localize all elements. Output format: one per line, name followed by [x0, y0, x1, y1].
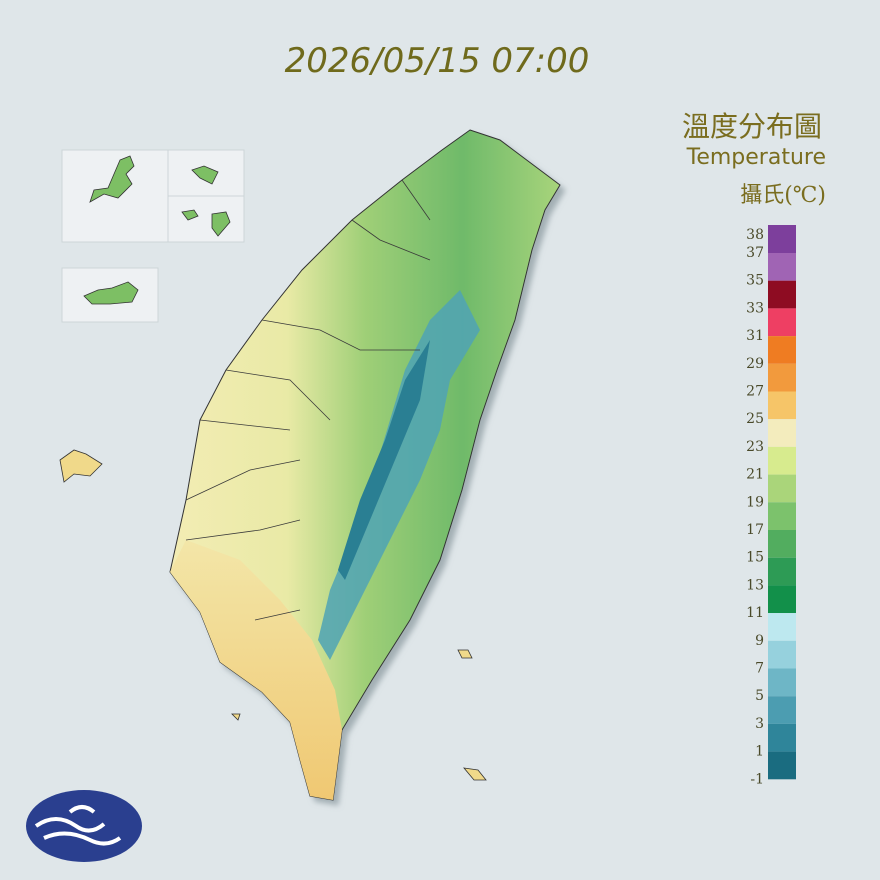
- legend-swatch: [768, 502, 796, 530]
- legend-swatch: [768, 696, 796, 724]
- legend-swatch: [768, 668, 796, 697]
- legend-tick-label: 15: [746, 550, 764, 566]
- legend-tick-label: 38: [746, 227, 764, 243]
- legend-tick-label: 1: [755, 744, 764, 760]
- legend-tick-label: 21: [746, 467, 764, 483]
- legend-swatch: [768, 585, 796, 614]
- legend-swatch: [768, 751, 796, 780]
- legend-swatch: [768, 308, 796, 337]
- taiwan: [169, 129, 561, 801]
- legend-swatch: [768, 640, 796, 669]
- legend-tick-label: 13: [746, 577, 764, 593]
- legend-tick-label: 23: [746, 439, 764, 455]
- legend-swatch: [768, 557, 796, 586]
- legend-tick-label: 31: [746, 328, 764, 344]
- legend-tick-label: 33: [746, 300, 764, 316]
- legend-swatch: [768, 474, 796, 503]
- legend-tick-label: 3: [755, 716, 764, 732]
- timestamp: 2026/05/15 07:00: [285, 41, 590, 81]
- legend-swatch: [768, 391, 796, 420]
- legend-swatch: [768, 225, 796, 253]
- legend-title: 溫度分布圖: [682, 110, 822, 143]
- legend-swatch: [768, 336, 796, 364]
- legend-tick-label: 9: [755, 633, 764, 649]
- logo: [26, 790, 142, 862]
- legend-tick-label: 25: [746, 411, 764, 427]
- legend-swatch: [768, 419, 796, 447]
- legend-unit: 攝氏(℃): [740, 183, 826, 208]
- legend-tick-label: 11: [746, 605, 764, 621]
- legend-tick-label: 35: [746, 273, 764, 289]
- legend-tick-label: 27: [746, 384, 764, 400]
- legend-tick-label: 19: [746, 494, 764, 510]
- legend-subtitle: Temperature: [686, 145, 826, 170]
- legend-tick-label: 7: [755, 661, 764, 677]
- legend-swatch: [768, 253, 796, 281]
- legend-swatch: [768, 363, 796, 392]
- legend-swatch: [768, 613, 796, 641]
- island-insets: [59, 149, 487, 781]
- legend-swatch: [768, 446, 796, 475]
- legend-tick-label: 37: [746, 245, 764, 261]
- legend-tick-label: -1: [750, 771, 764, 787]
- legend-swatch: [768, 530, 796, 558]
- legend-tick-label: 29: [746, 356, 764, 372]
- legend-tick-label: 17: [746, 522, 764, 538]
- legend-swatch: [768, 280, 796, 309]
- legend-tick-label: 5: [755, 688, 764, 704]
- legend-swatch: [768, 723, 796, 752]
